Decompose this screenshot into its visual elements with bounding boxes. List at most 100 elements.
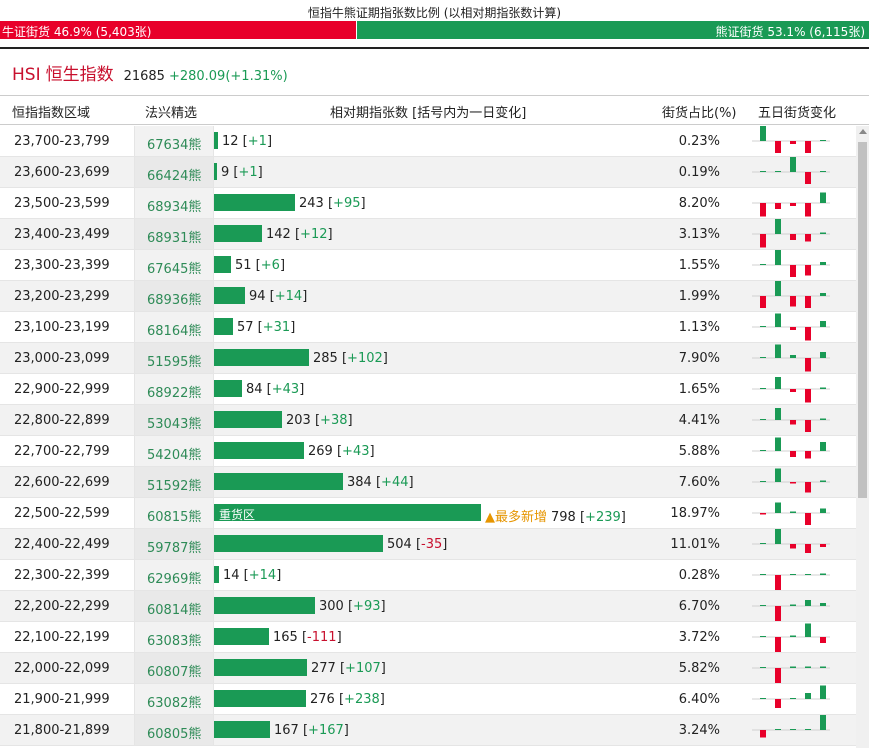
five-day-bar bbox=[790, 698, 796, 699]
contracts-value: 9 [+1] bbox=[221, 165, 263, 180]
contracts-value: 384 [+44] bbox=[347, 475, 414, 490]
table-row: 23,500-23,599 68934熊 243 [+95] 8.20% bbox=[0, 188, 856, 219]
contracts-count: 51 bbox=[235, 258, 252, 273]
row-warrant-code[interactable]: 59787熊 bbox=[134, 529, 214, 559]
five-day-bar bbox=[775, 668, 781, 683]
contracts-count: 276 bbox=[310, 692, 335, 707]
five-day-bar bbox=[775, 606, 781, 621]
contracts-count: 12 bbox=[222, 134, 239, 149]
five-day-bar bbox=[775, 502, 781, 513]
row-warrant-code[interactable]: 53043熊 bbox=[134, 405, 214, 435]
five-day-bar bbox=[775, 575, 781, 590]
contracts-change: +1 bbox=[247, 134, 267, 149]
row-warrant-code[interactable]: 60807熊 bbox=[134, 653, 214, 683]
five-day-bar bbox=[820, 508, 826, 513]
five-day-bar bbox=[775, 313, 781, 327]
row-warrant-code[interactable]: 68934熊 bbox=[134, 188, 214, 218]
five-day-bar bbox=[820, 192, 826, 203]
five-day-bar bbox=[820, 387, 826, 389]
scrollbar-thumb[interactable] bbox=[858, 142, 867, 498]
five-day-bar bbox=[760, 264, 766, 265]
contracts-count: 142 bbox=[266, 227, 291, 242]
row-warrant-code[interactable]: 60815熊 bbox=[134, 498, 214, 528]
five-day-bar bbox=[760, 481, 766, 482]
five-day-bar bbox=[790, 420, 796, 425]
row-warrant-code[interactable]: 68931熊 bbox=[134, 219, 214, 249]
row-warrant-code[interactable]: 66424熊 bbox=[134, 157, 214, 187]
table-row: 23,400-23,499 68931熊 142 [+12] 3.13% bbox=[0, 219, 856, 250]
five-day-bar bbox=[790, 389, 796, 392]
row-range: 22,900-22,999 bbox=[14, 382, 110, 397]
index-change: +280.09(+1.31%) bbox=[168, 69, 288, 84]
row-warrant-code[interactable]: 63082熊 bbox=[134, 684, 214, 714]
scroll-up-arrow-icon[interactable] bbox=[859, 129, 867, 134]
five-day-bar bbox=[790, 234, 796, 240]
table-row: 23,000-23,099 51595熊 285 [+102] 7.90% bbox=[0, 343, 856, 374]
five-day-bar bbox=[760, 667, 766, 668]
row-warrant-code-label: 60807熊 bbox=[147, 665, 202, 680]
five-day-bar bbox=[790, 157, 796, 172]
index-summary: HSI 恒生指数 21685 +280.09(+1.31%) bbox=[12, 60, 288, 85]
contracts-bar bbox=[214, 566, 219, 583]
five-day-bar bbox=[805, 420, 811, 432]
row-warrant-code-label: 53043熊 bbox=[147, 417, 202, 432]
row-warrant-code[interactable]: 60814熊 bbox=[134, 591, 214, 621]
row-share: 0.23% bbox=[678, 134, 720, 149]
contracts-count: 94 bbox=[249, 289, 266, 304]
row-warrant-code[interactable]: 68922熊 bbox=[134, 374, 214, 404]
scrollbar[interactable] bbox=[856, 126, 869, 748]
contracts-bar bbox=[214, 194, 295, 211]
row-range: 22,000-22,099 bbox=[14, 661, 110, 676]
five-day-bar bbox=[805, 141, 811, 153]
five-day-bar bbox=[820, 232, 826, 234]
row-warrant-code[interactable]: 68936熊 bbox=[134, 281, 214, 311]
row-share: 4.41% bbox=[678, 413, 720, 428]
index-name: 恒生指数 bbox=[45, 65, 114, 85]
row-share: 1.99% bbox=[678, 289, 720, 304]
five-day-bar bbox=[760, 730, 766, 738]
row-range: 23,500-23,599 bbox=[14, 196, 110, 211]
five-day-bar bbox=[775, 171, 781, 172]
row-share: 1.13% bbox=[678, 320, 720, 335]
five-day-bar bbox=[805, 234, 811, 242]
contracts-count: 277 bbox=[311, 661, 336, 676]
row-warrant-code[interactable]: 51592熊 bbox=[134, 467, 214, 497]
row-warrant-code[interactable]: 62969熊 bbox=[134, 560, 214, 590]
contracts-count: 9 bbox=[221, 165, 230, 180]
contracts-change: +43 bbox=[271, 382, 300, 397]
five-day-bar bbox=[775, 377, 781, 389]
five-day-change-chart bbox=[752, 408, 830, 432]
five-day-bar bbox=[775, 141, 781, 153]
header-pick: 法兴精选 bbox=[145, 106, 198, 121]
row-warrant-code[interactable]: 54204熊 bbox=[134, 436, 214, 466]
row-range: 22,600-22,699 bbox=[14, 475, 110, 490]
row-warrant-code[interactable]: 67634熊 bbox=[134, 126, 214, 156]
five-day-bar bbox=[775, 408, 781, 420]
contracts-count: 203 bbox=[286, 413, 311, 428]
row-warrant-code[interactable]: 68164熊 bbox=[134, 312, 214, 342]
row-warrant-code-label: 68934熊 bbox=[147, 200, 202, 215]
five-day-bar bbox=[760, 419, 766, 420]
contracts-value: 14 [+14] bbox=[223, 568, 282, 583]
five-day-bar bbox=[775, 281, 781, 296]
row-warrant-code[interactable]: 63083熊 bbox=[134, 622, 214, 652]
five-day-bar bbox=[760, 296, 766, 308]
five-day-change-chart bbox=[752, 468, 830, 493]
five-day-change-chart bbox=[752, 715, 830, 738]
five-day-bar bbox=[805, 389, 811, 403]
contracts-value: 277 [+107] bbox=[311, 661, 386, 676]
contracts-count: 167 bbox=[274, 723, 299, 738]
five-day-bar bbox=[790, 451, 796, 457]
five-day-bar bbox=[805, 693, 811, 699]
five-day-bar bbox=[820, 140, 826, 141]
contracts-count: 504 bbox=[387, 537, 412, 552]
row-warrant-code[interactable]: 60805熊 bbox=[134, 715, 214, 745]
row-warrant-code[interactable]: 51595熊 bbox=[134, 343, 214, 373]
header-five-day: 五日街货变化 bbox=[758, 106, 837, 121]
row-warrant-code-label: 62969熊 bbox=[147, 572, 202, 587]
five-day-bar bbox=[790, 511, 796, 513]
contracts-bar bbox=[214, 473, 343, 490]
row-warrant-code[interactable]: 67645熊 bbox=[134, 250, 214, 280]
contracts-bar bbox=[214, 659, 307, 676]
contracts-value: 142 [+12] bbox=[266, 227, 333, 242]
